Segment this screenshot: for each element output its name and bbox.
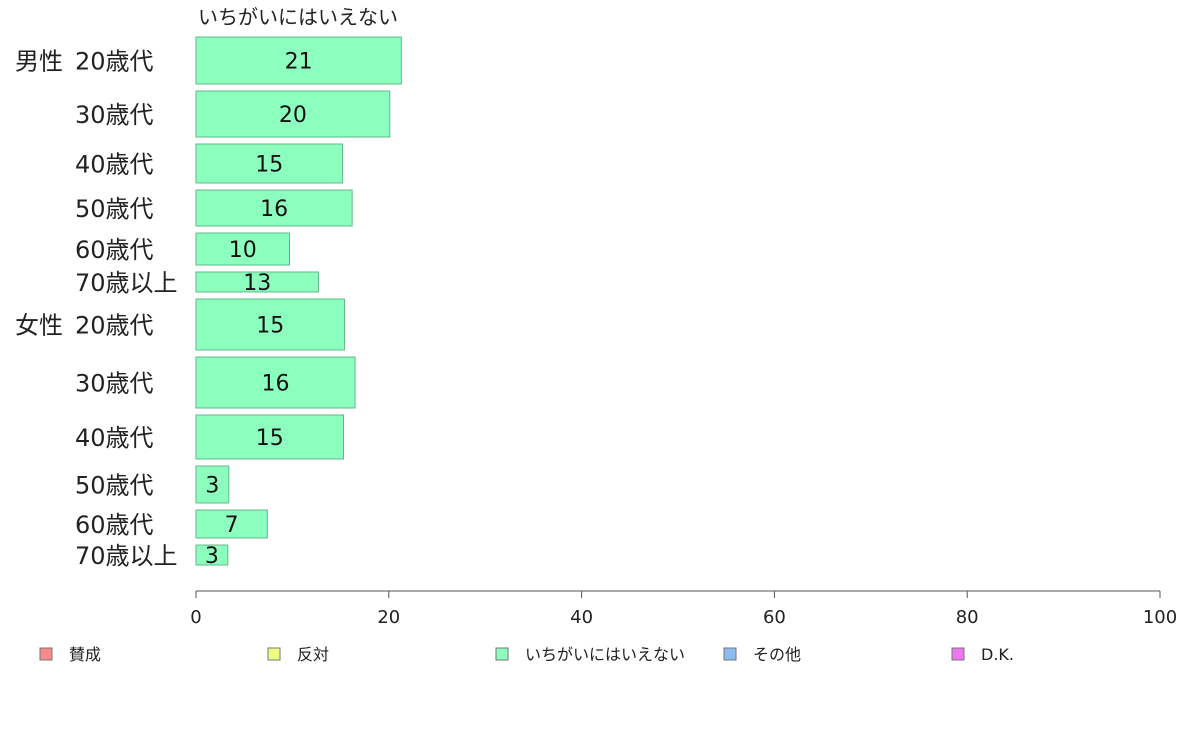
- legend-label: D.K.: [981, 645, 1014, 664]
- data-label: 16: [260, 197, 288, 222]
- legend-label: 賛成: [69, 645, 101, 664]
- category-label: 50歳代: [75, 195, 154, 223]
- bar: [195, 271, 319, 293]
- legend-label: その他: [753, 645, 801, 664]
- category-label: 60歳代: [75, 511, 154, 539]
- category-label: 40歳代: [75, 151, 154, 179]
- group-label: 男性: [15, 48, 63, 76]
- category-label: 70歳以上: [75, 542, 178, 570]
- data-label: 7: [225, 513, 239, 538]
- bar: [195, 544, 229, 566]
- legend-swatch: [723, 647, 737, 661]
- category-label: 30歳代: [75, 370, 154, 398]
- legend-swatch: [495, 647, 509, 661]
- series-header: いちがいにはいえない: [198, 5, 398, 29]
- x-tick-label: 40: [570, 607, 593, 628]
- x-tick-label: 100: [1143, 607, 1177, 628]
- legend-swatch: [267, 647, 281, 661]
- data-label: 20: [279, 103, 307, 128]
- bar: [195, 36, 402, 85]
- bar: [195, 465, 230, 504]
- data-label: 21: [285, 50, 313, 75]
- bar: [195, 356, 356, 409]
- bar: [195, 143, 344, 184]
- legend-label: いちがいにはいえない: [525, 645, 685, 664]
- category-label: 20歳代: [75, 312, 154, 340]
- data-label: 16: [262, 372, 290, 397]
- legend: 賛成 反対 いちがいにはいえない その他 D.K.: [39, 645, 1014, 664]
- category-label: 50歳代: [75, 472, 154, 500]
- data-label: 3: [205, 474, 219, 499]
- x-tick-label: 80: [956, 607, 979, 628]
- data-label: 10: [229, 238, 257, 263]
- category-label: 70歳以上: [75, 269, 178, 297]
- data-label: 15: [255, 153, 283, 178]
- bar: [195, 232, 291, 266]
- data-label: 15: [256, 426, 284, 451]
- category-label: 40歳代: [75, 424, 154, 452]
- x-tick-label: 60: [763, 607, 786, 628]
- bar: [195, 414, 344, 460]
- bar: [195, 90, 391, 138]
- bar: [195, 189, 353, 227]
- bar: [195, 298, 345, 351]
- legend-swatch: [39, 647, 53, 661]
- legend-swatch: [951, 647, 965, 661]
- bar: [195, 509, 268, 539]
- legend-label: 反対: [297, 645, 329, 664]
- data-label: 15: [256, 314, 284, 339]
- data-label: 3: [205, 544, 219, 569]
- category-label: 60歳代: [75, 236, 154, 264]
- x-tick-label: 0: [190, 607, 201, 628]
- group-label: 女性: [15, 312, 63, 340]
- x-axis: 0 20 40 60 80 100: [190, 590, 1177, 628]
- category-label: 20歳代: [75, 48, 154, 76]
- category-label: 30歳代: [75, 101, 154, 129]
- data-label: 13: [243, 271, 271, 296]
- x-tick-label: 20: [377, 607, 400, 628]
